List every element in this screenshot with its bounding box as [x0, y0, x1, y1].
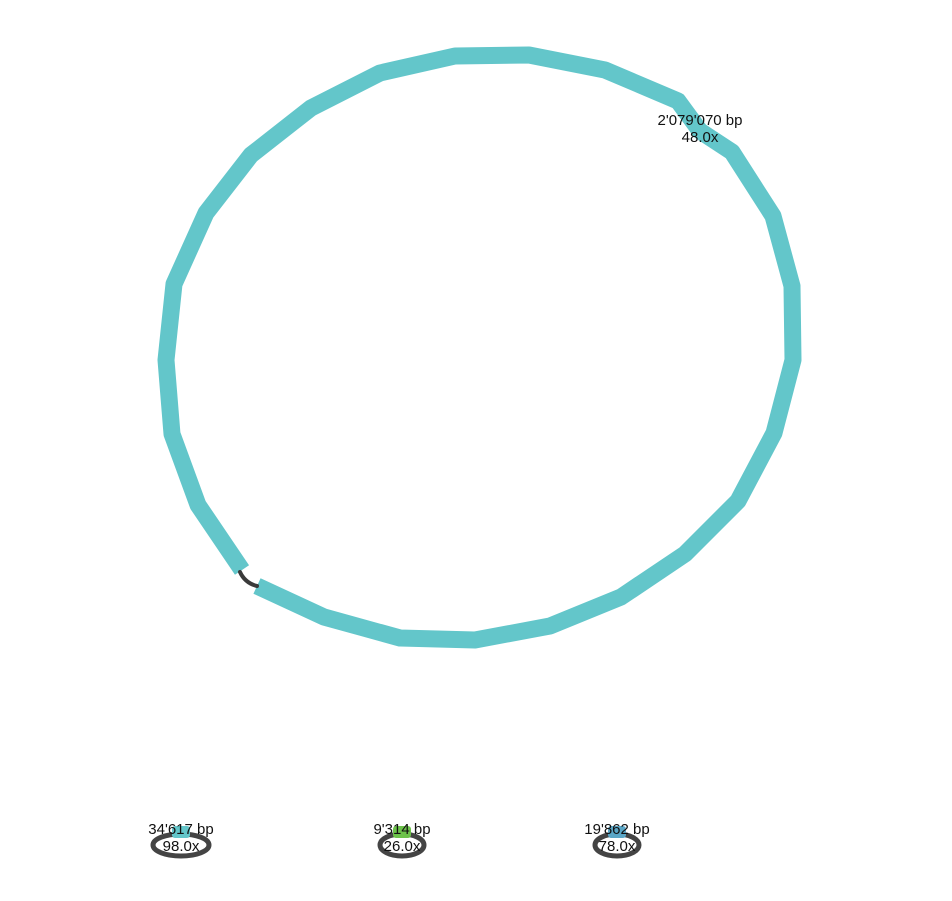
small-contig-1[interactable]: 34'617 bp 98.0x [148, 821, 214, 859]
small-contig-3-coverage-label: 78.0x [599, 838, 636, 855]
main-contig-link[interactable] [238, 570, 259, 588]
small-contig-2[interactable]: 9'314 bp 26.0x [373, 821, 431, 859]
small-contig-2-segment[interactable] [393, 826, 411, 838]
small-contig-1-segment[interactable] [172, 826, 190, 838]
main-contig[interactable]: 2'079'070 bp 48.0x [157, 46, 802, 649]
small-contig-3-segment[interactable] [608, 826, 626, 838]
main-contig-segment[interactable] [157, 46, 802, 649]
main-contig-coverage-label: 48.0x [682, 129, 719, 146]
small-contig-3[interactable]: 19'862 bp 78.0x [584, 821, 650, 859]
small-contig-2-coverage-label: 26.0x [384, 838, 421, 855]
small-contig-1-coverage-label: 98.0x [163, 838, 200, 855]
small-contig-3-length-label: 19'862 bp [584, 821, 649, 838]
small-contig-2-length-label: 9'314 bp [373, 821, 430, 838]
main-contig-length-label: 2'079'070 bp [658, 112, 743, 129]
small-contig-1-length-label: 34'617 bp [148, 821, 213, 838]
